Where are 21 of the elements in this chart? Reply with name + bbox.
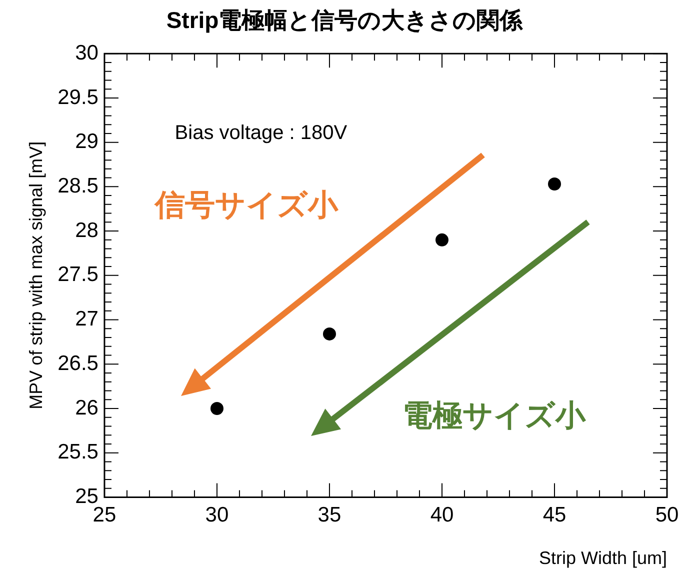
- y-tick-label: 30: [75, 41, 98, 64]
- x-tick-label: 30: [205, 504, 229, 527]
- chart-title: Strip電極幅と信号の大きさの関係: [166, 7, 524, 34]
- y-tick-label: 27.5: [58, 263, 98, 286]
- annotation: 電極サイズ小: [402, 400, 587, 433]
- y-tick-label: 29: [75, 130, 98, 154]
- x-tick-label: 35: [318, 504, 342, 527]
- y-tick-label: 25.5: [58, 440, 98, 464]
- annotation: Bias voltage : 180V: [174, 122, 348, 144]
- y-tick-label: 26: [75, 396, 98, 420]
- y-tick-label: 28: [75, 218, 98, 242]
- x-axis-title: Strip Width [um]: [538, 548, 667, 568]
- y-tick-label: 29.5: [58, 86, 98, 109]
- y-tick-label: 26.5: [58, 352, 98, 375]
- x-tick-label: 45: [542, 504, 566, 527]
- y-tick-label: 28.5: [58, 174, 98, 198]
- y-axis-title: MPV of strip with max signal [mV]: [26, 141, 46, 410]
- annotation: 信号サイズ小: [154, 188, 340, 222]
- x-tick-label: 40: [430, 504, 454, 527]
- x-tick-label: 50: [655, 504, 679, 527]
- y-tick-label: 27: [75, 308, 98, 331]
